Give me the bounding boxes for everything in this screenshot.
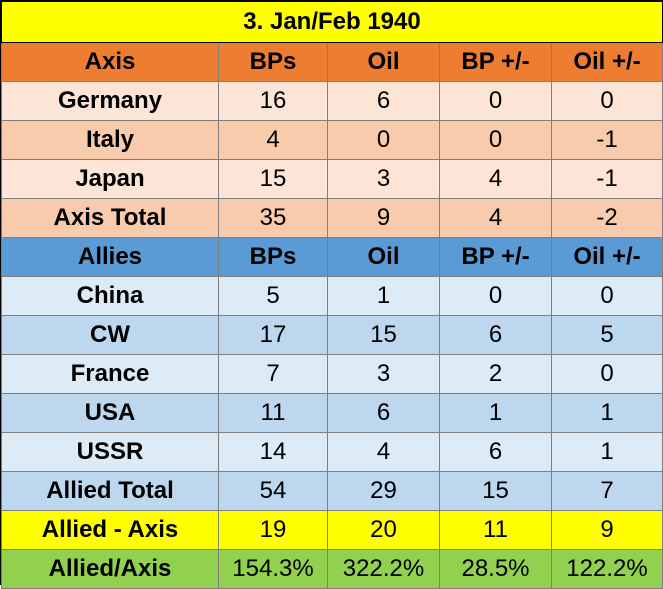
value-cell: 0 bbox=[439, 120, 552, 160]
header-cell-side: Allies bbox=[1, 237, 219, 277]
value-cell: 0 bbox=[551, 276, 663, 316]
header-cell-bp-change: BP +/- bbox=[439, 42, 552, 82]
nation-cell: Germany bbox=[1, 81, 219, 121]
allied-over-axis-row: Allied/Axis 154.3% 322.2% 28.5% 122.2% bbox=[1, 549, 663, 589]
total-label-cell: Axis Total bbox=[1, 198, 219, 238]
header-cell-oil-change: Oil +/- bbox=[551, 42, 663, 82]
value-cell: 4 bbox=[439, 159, 552, 199]
value-cell: 0 bbox=[551, 354, 663, 394]
value-cell: 4 bbox=[218, 120, 328, 160]
value-cell: 35 bbox=[218, 198, 328, 238]
value-cell: 7 bbox=[551, 471, 663, 511]
nation-cell: Japan bbox=[1, 159, 219, 199]
header-cell-oil: Oil bbox=[327, 42, 440, 82]
header-cell-oil: Oil bbox=[327, 237, 440, 277]
value-cell: 15 bbox=[327, 315, 440, 355]
nation-cell: Italy bbox=[1, 120, 219, 160]
header-cell-bps: BPs bbox=[218, 237, 328, 277]
table-row: USSR 14 4 6 1 bbox=[1, 432, 663, 472]
value-cell: -2 bbox=[551, 198, 663, 238]
table-row: France 7 3 2 0 bbox=[1, 354, 663, 394]
value-cell: 15 bbox=[218, 159, 328, 199]
value-cell: 0 bbox=[327, 120, 440, 160]
value-cell: 4 bbox=[327, 432, 440, 472]
value-cell: 1 bbox=[551, 393, 663, 433]
value-cell: 122.2% bbox=[551, 549, 663, 589]
value-cell: 0 bbox=[439, 276, 552, 316]
value-cell: 0 bbox=[551, 81, 663, 121]
allied-total-row: Allied Total 54 29 15 7 bbox=[1, 471, 663, 511]
allies-header-row: Allies BPs Oil BP +/- Oil +/- bbox=[1, 237, 663, 277]
nation-cell: France bbox=[1, 354, 219, 394]
table-row: Japan 15 3 4 -1 bbox=[1, 159, 663, 199]
value-cell: 20 bbox=[327, 510, 440, 550]
value-cell: 5 bbox=[551, 315, 663, 355]
nation-cell: CW bbox=[1, 315, 219, 355]
value-cell: -1 bbox=[551, 159, 663, 199]
value-cell: 11 bbox=[218, 393, 328, 433]
value-cell: 29 bbox=[327, 471, 440, 511]
header-cell-bps: BPs bbox=[218, 42, 328, 82]
value-cell: 1 bbox=[439, 393, 552, 433]
value-cell: 322.2% bbox=[327, 549, 440, 589]
value-cell: 6 bbox=[439, 432, 552, 472]
value-cell: 3 bbox=[327, 354, 440, 394]
value-cell: 2 bbox=[439, 354, 552, 394]
allied-minus-axis-row: Allied - Axis 19 20 11 9 bbox=[1, 510, 663, 550]
header-cell-bp-change: BP +/- bbox=[439, 237, 552, 277]
table-row: China 5 1 0 0 bbox=[1, 276, 663, 316]
value-cell: 6 bbox=[439, 315, 552, 355]
difference-label-cell: Allied - Axis bbox=[1, 510, 219, 550]
value-cell: 1 bbox=[551, 432, 663, 472]
axis-total-row: Axis Total 35 9 4 -2 bbox=[1, 198, 663, 238]
table-title: 3. Jan/Feb 1940 bbox=[1, 1, 663, 43]
total-label-cell: Allied Total bbox=[1, 471, 219, 511]
value-cell: 154.3% bbox=[218, 549, 328, 589]
value-cell: 0 bbox=[439, 81, 552, 121]
nation-cell: China bbox=[1, 276, 219, 316]
table-row: Germany 16 6 0 0 bbox=[1, 81, 663, 121]
table-row: Italy 4 0 0 -1 bbox=[1, 120, 663, 160]
axis-header-row: Axis BPs Oil BP +/- Oil +/- bbox=[1, 42, 663, 82]
nation-cell: USSR bbox=[1, 432, 219, 472]
title-row: 3. Jan/Feb 1940 bbox=[1, 1, 663, 43]
ratio-label-cell: Allied/Axis bbox=[1, 549, 219, 589]
value-cell: 9 bbox=[551, 510, 663, 550]
value-cell: 6 bbox=[327, 81, 440, 121]
value-cell: -1 bbox=[551, 120, 663, 160]
value-cell: 3 bbox=[327, 159, 440, 199]
header-cell-side: Axis bbox=[1, 42, 219, 82]
header-cell-oil-change: Oil +/- bbox=[551, 237, 663, 277]
value-cell: 5 bbox=[218, 276, 328, 316]
value-cell: 1 bbox=[327, 276, 440, 316]
value-cell: 16 bbox=[218, 81, 328, 121]
value-cell: 54 bbox=[218, 471, 328, 511]
nation-cell: USA bbox=[1, 393, 219, 433]
value-cell: 15 bbox=[439, 471, 552, 511]
value-cell: 7 bbox=[218, 354, 328, 394]
value-cell: 11 bbox=[439, 510, 552, 550]
value-cell: 9 bbox=[327, 198, 440, 238]
value-cell: 19 bbox=[218, 510, 328, 550]
value-cell: 14 bbox=[218, 432, 328, 472]
value-cell: 28.5% bbox=[439, 549, 552, 589]
value-cell: 17 bbox=[218, 315, 328, 355]
value-cell: 4 bbox=[439, 198, 552, 238]
value-cell: 6 bbox=[327, 393, 440, 433]
table-row: CW 17 15 6 5 bbox=[1, 315, 663, 355]
table-row: USA 11 6 1 1 bbox=[1, 393, 663, 433]
